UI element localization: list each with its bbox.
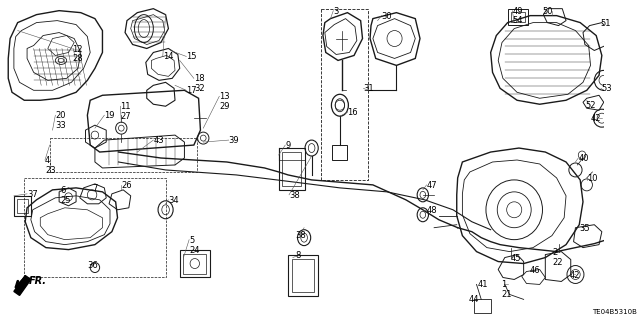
Bar	[508, 9, 529, 25]
Text: 30: 30	[381, 12, 392, 21]
Text: 53: 53	[601, 84, 612, 93]
Polygon shape	[14, 276, 31, 295]
Text: 52: 52	[586, 101, 596, 110]
Text: 50: 50	[543, 7, 553, 16]
Text: 34: 34	[168, 196, 179, 205]
Text: 8: 8	[296, 251, 301, 260]
Text: 40: 40	[579, 154, 589, 163]
Bar	[17, 199, 28, 213]
Text: 38: 38	[289, 191, 300, 200]
Text: 35: 35	[579, 224, 590, 233]
Bar	[184, 254, 206, 273]
Text: 33: 33	[55, 121, 66, 130]
Text: 15: 15	[186, 52, 197, 62]
Bar	[288, 255, 318, 296]
Text: 4: 4	[45, 156, 50, 165]
Text: 12: 12	[72, 45, 83, 54]
Text: 26: 26	[122, 181, 132, 190]
Text: 44: 44	[469, 295, 479, 304]
Bar	[282, 152, 301, 186]
Text: 29: 29	[220, 102, 230, 111]
Bar	[180, 249, 210, 278]
Text: 49: 49	[513, 7, 523, 16]
Text: 5: 5	[189, 236, 195, 245]
Bar	[474, 300, 491, 313]
Text: 23: 23	[45, 166, 56, 175]
Text: 13: 13	[220, 92, 230, 101]
Text: 36: 36	[88, 261, 98, 270]
Text: 24: 24	[189, 246, 200, 255]
Text: 16: 16	[348, 108, 358, 117]
Text: 43: 43	[154, 136, 164, 145]
Text: 11: 11	[120, 102, 131, 111]
Text: 54: 54	[513, 16, 523, 25]
Bar	[14, 196, 31, 216]
Bar	[292, 259, 314, 293]
Text: 48: 48	[427, 206, 437, 215]
Text: 17: 17	[186, 86, 197, 95]
Text: 21: 21	[501, 290, 511, 300]
Text: 25: 25	[60, 196, 70, 205]
Text: 14: 14	[163, 52, 173, 62]
Text: 51: 51	[600, 19, 611, 28]
Text: 39: 39	[228, 136, 239, 145]
Text: 9: 9	[285, 141, 291, 150]
Text: FR.: FR.	[29, 277, 47, 286]
Bar	[511, 12, 525, 22]
Text: 42: 42	[570, 271, 580, 279]
Text: 1: 1	[501, 280, 506, 289]
Text: 31: 31	[364, 84, 374, 93]
Text: 32: 32	[194, 84, 204, 93]
Text: TE04B5310B: TE04B5310B	[593, 309, 637, 315]
Text: 6: 6	[60, 186, 65, 195]
Text: 42: 42	[591, 114, 601, 123]
Text: 37: 37	[27, 190, 38, 199]
Text: 45: 45	[511, 254, 521, 263]
Text: 3: 3	[333, 7, 339, 16]
Text: 27: 27	[120, 112, 131, 121]
Text: 7: 7	[92, 184, 97, 193]
Text: 28: 28	[72, 55, 83, 63]
Text: 10: 10	[587, 174, 597, 183]
Text: 18: 18	[194, 74, 204, 83]
Text: 19: 19	[104, 111, 115, 120]
Text: 20: 20	[55, 111, 66, 120]
Text: 22: 22	[553, 257, 563, 267]
Text: 2: 2	[553, 248, 558, 256]
Text: 46: 46	[529, 265, 540, 275]
Bar	[278, 148, 305, 190]
Text: 47: 47	[427, 181, 437, 190]
Text: 38: 38	[296, 231, 307, 240]
Text: 41: 41	[477, 280, 488, 289]
